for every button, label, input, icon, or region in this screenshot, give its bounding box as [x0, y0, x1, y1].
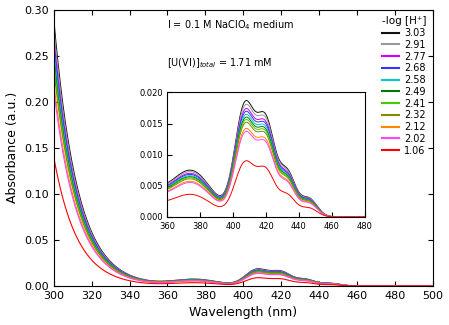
Text: [Benzoic acid]$_{total}$ = 7.12 mM: [Benzoic acid]$_{total}$ = 7.12 mM	[167, 95, 311, 109]
Text: [U(VI)]$_{total}$ = 1.71 mM: [U(VI)]$_{total}$ = 1.71 mM	[167, 57, 273, 71]
Legend: 3.03, 2.91, 2.77, 2.68, 2.58, 2.49, 2.41, 2.32, 2.12, 2.02, 1.06: 3.03, 2.91, 2.77, 2.68, 2.58, 2.49, 2.41…	[380, 14, 428, 158]
X-axis label: Wavelength (nm): Wavelength (nm)	[189, 306, 297, 319]
Y-axis label: Absorbance (a.u.): Absorbance (a.u.)	[5, 92, 18, 203]
Text: I = 0.1 M NaClO$_4$ medium: I = 0.1 M NaClO$_4$ medium	[167, 18, 295, 32]
